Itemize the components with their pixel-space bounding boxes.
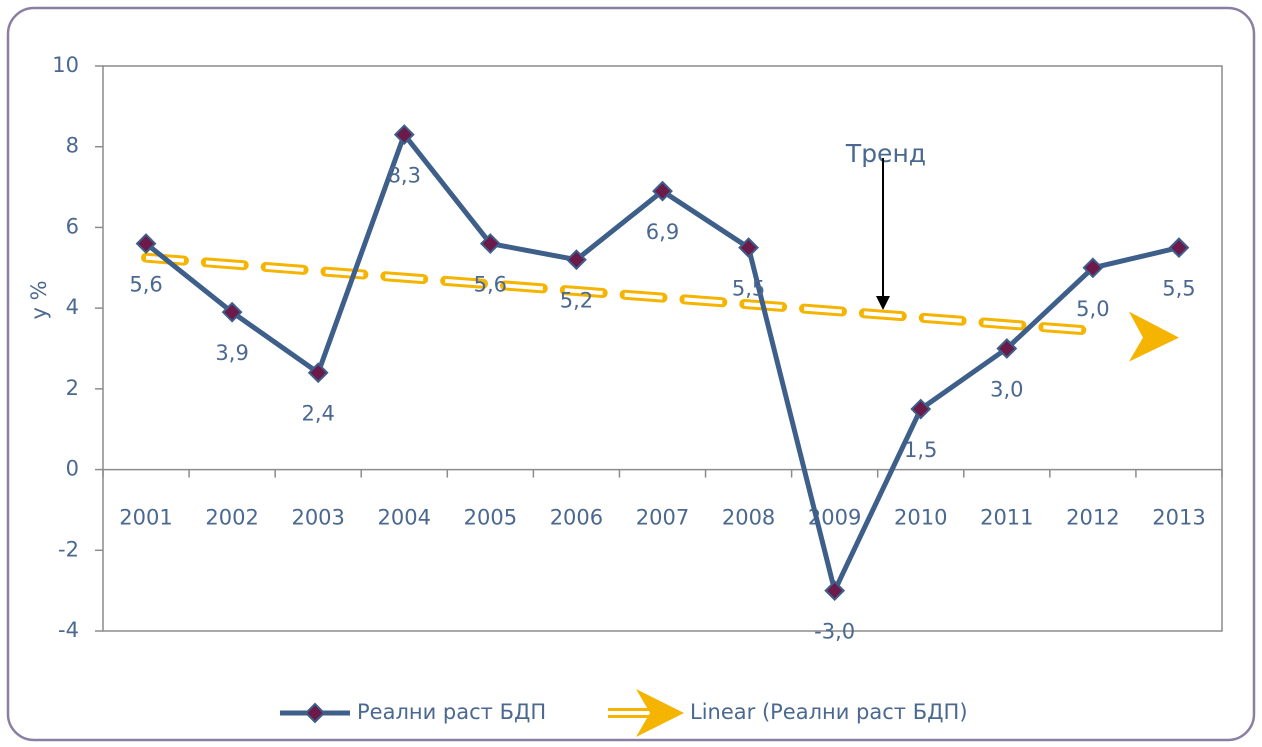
legend-label: Linear (Реални раст БДП) [690, 700, 968, 724]
data-label: 5,2 [560, 289, 593, 313]
data-label: 8,3 [388, 164, 421, 188]
data-label: 6,9 [646, 220, 679, 244]
y-tick-label: 6 [66, 214, 79, 238]
data-point [1082, 257, 1104, 279]
x-tick-label: 2013 [1152, 506, 1205, 530]
trend-line-inner [145, 255, 1087, 333]
data-point [479, 233, 501, 254]
x-tick-label: 2011 [980, 506, 1033, 530]
y-tick-label: 10 [52, 53, 79, 77]
legend-trend-arrow [636, 689, 684, 737]
data-label: -3,0 [814, 620, 855, 644]
x-tick-label: 2004 [378, 506, 431, 530]
plot-frame [102, 65, 1223, 632]
annotation: Тренд [845, 139, 926, 168]
legend-marker [304, 702, 326, 724]
chart-border [6, 6, 1256, 742]
y-tick-label: 2 [66, 376, 79, 400]
x-tick-label: 2007 [636, 506, 689, 530]
data-label: 2,4 [301, 402, 334, 426]
x-tick-label: 2003 [291, 506, 344, 530]
data-point [824, 580, 846, 602]
data-point [566, 249, 587, 271]
x-tick-label: 2002 [205, 506, 258, 530]
data-label: 5,5 [732, 277, 765, 301]
data-label: 3,0 [990, 378, 1023, 402]
x-tick-label: 2005 [464, 506, 517, 530]
legend-label: Реални раст БДП [357, 700, 546, 724]
y-axis-label: у % [27, 280, 51, 319]
annotation-arrowhead [876, 296, 890, 310]
data-label: 5,6 [129, 273, 162, 297]
y-tick-label: 8 [66, 134, 79, 158]
data-label: 3,9 [215, 341, 248, 365]
data-label: 5,5 [1162, 277, 1195, 301]
data-point [393, 124, 415, 146]
x-tick-label: 2001 [119, 506, 172, 530]
data-point [1168, 237, 1190, 259]
y-tick-label: -2 [58, 537, 79, 561]
x-tick-label: 2008 [722, 506, 775, 530]
data-label: 5,0 [1076, 297, 1109, 321]
x-tick-label: 2010 [894, 506, 947, 530]
y-tick-label: -4 [58, 618, 79, 642]
data-point [652, 180, 673, 202]
data-point [996, 338, 1018, 359]
data-point [910, 398, 932, 420]
y-tick-label: 4 [66, 295, 79, 319]
data-label: 1,5 [904, 438, 937, 462]
data-point [738, 237, 759, 259]
data-point [307, 362, 329, 384]
data-label: 5,6 [474, 273, 507, 297]
trend-arrowhead [1128, 311, 1179, 362]
data-point [221, 301, 243, 323]
x-tick-label: 2012 [1066, 506, 1119, 530]
y-tick-label: 0 [66, 457, 79, 481]
data-point [135, 233, 157, 254]
x-tick-label: 2006 [550, 506, 603, 530]
